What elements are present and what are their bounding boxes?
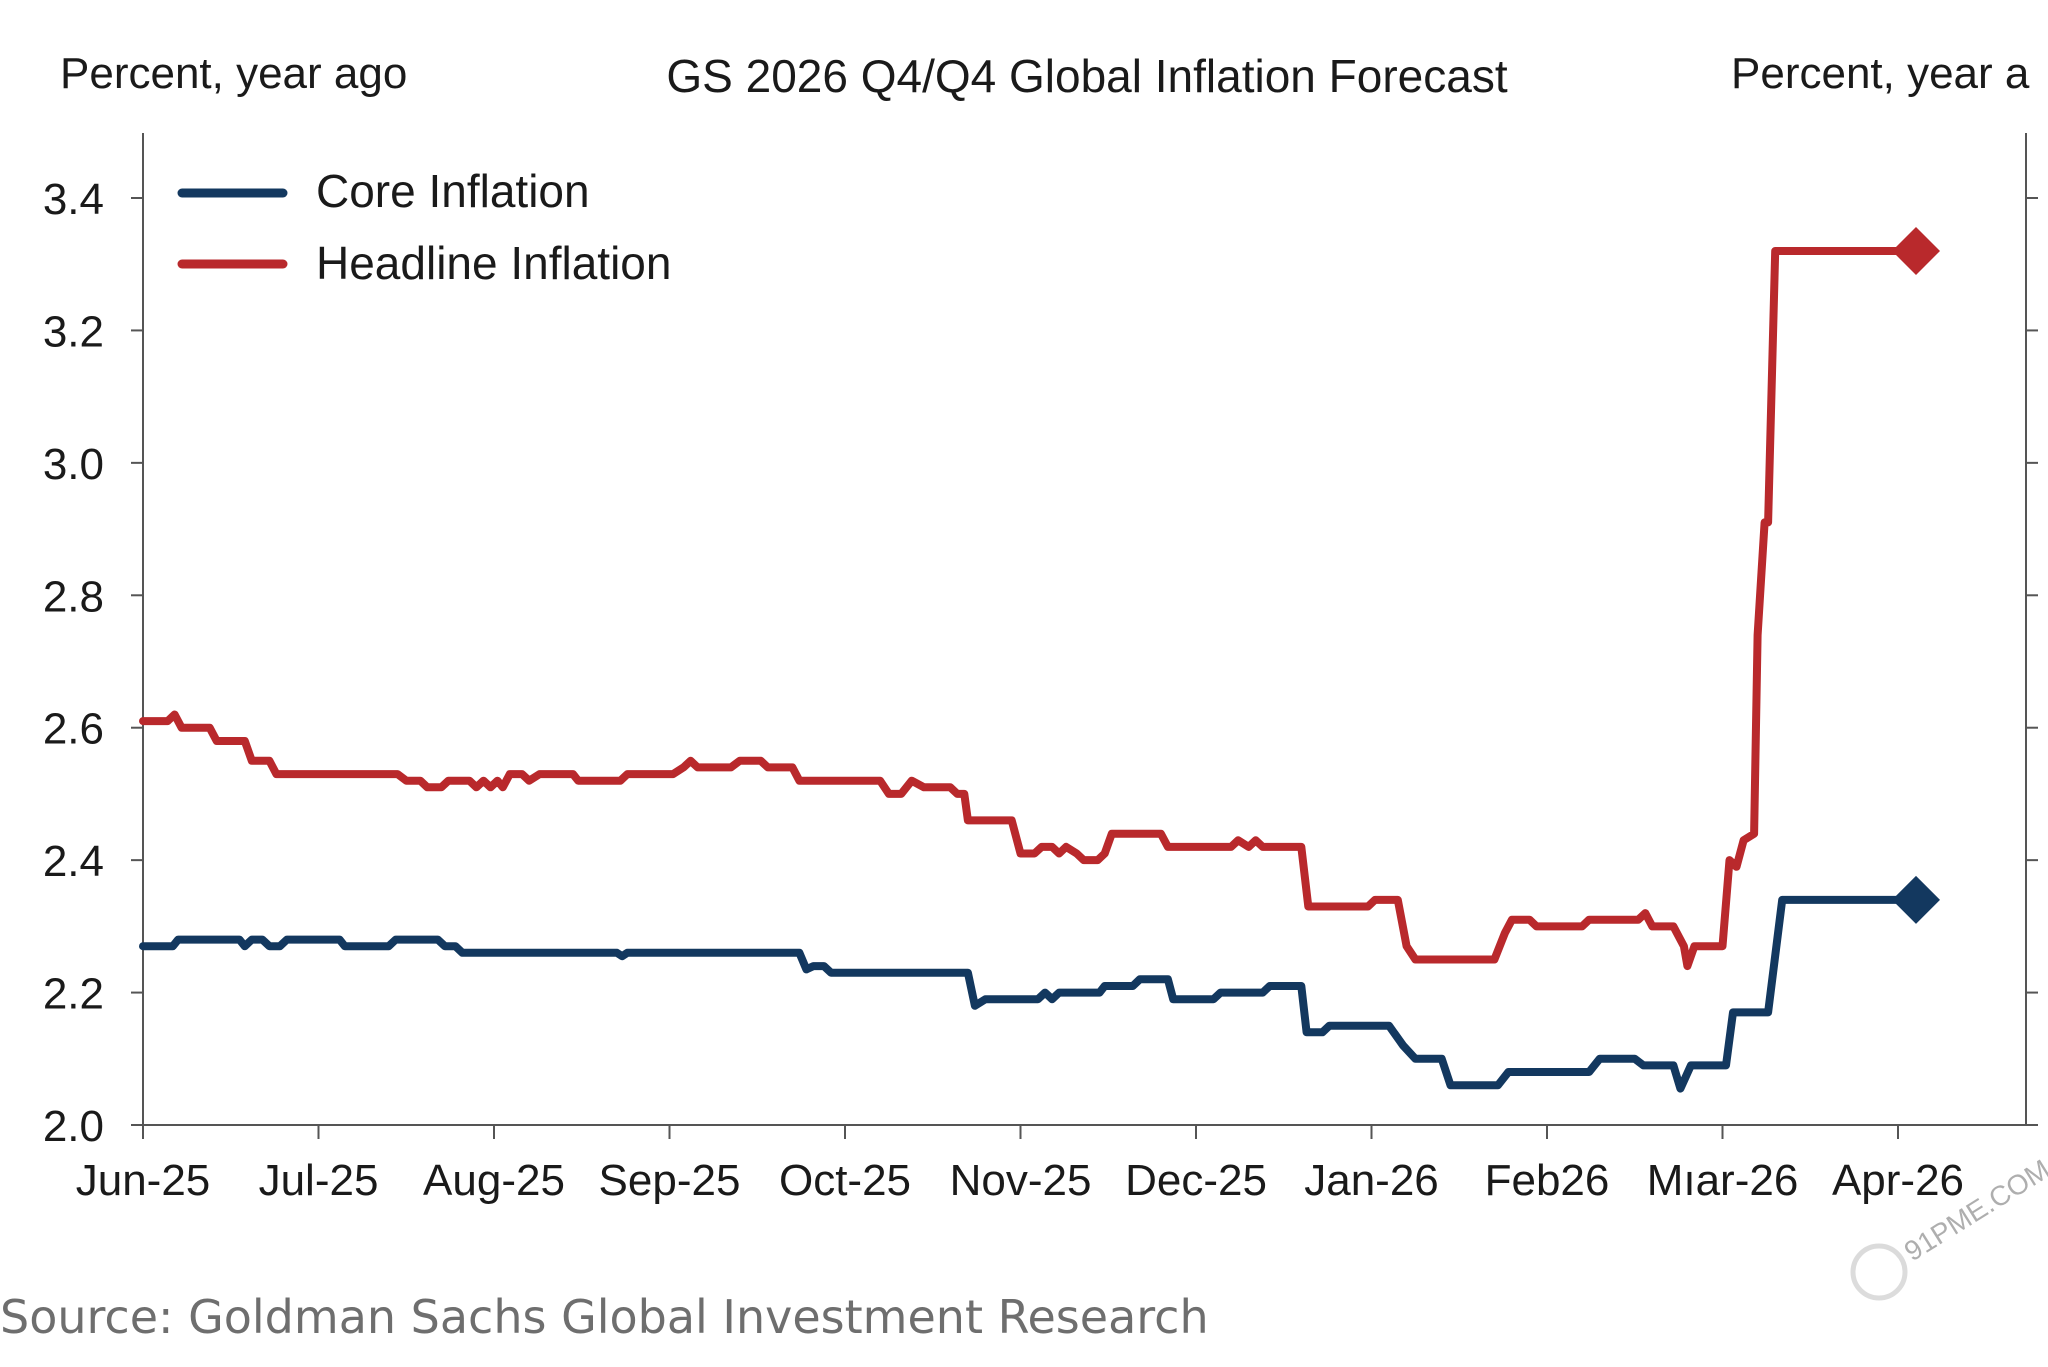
x-ticks: Jun-25 Jul-25 Aug-25 Sep-25 Oct-25 Nov-25 Dec-… [76,1125,1964,1205]
x-tick-label: Jan-26 [1304,1156,1439,1205]
x-tick-label: Sep-25 [599,1156,741,1205]
series-line-headline [139,247,1902,971]
series-line-core [139,895,1902,1093]
y-tick-label: 2.0 [43,1102,104,1151]
y-tick-label: 2.8 [43,572,104,621]
y-ticks: 2.0 2.2 2.4 2.6 2.8 3.0 3.2 3.4 [43,175,2038,1151]
x-tick-label: Jul-25 [259,1156,379,1205]
legend-label-headline: Headline Inflation [316,237,671,289]
y-tick-label: 3.4 [43,175,104,224]
legend: Core Inflation Headline Inflation [177,165,671,289]
y-tick-label: 3.0 [43,440,104,489]
series-end-marker-headline [1892,226,1940,275]
source-note: Source: Goldman Sachs Global Investment … [0,1290,1209,1344]
legend-label-core: Core Inflation [316,165,590,217]
y-axis-label-left: Percent, year ago [60,49,407,98]
axes [142,133,2027,1126]
x-tick-label: Feb26 [1485,1156,1610,1205]
y-tick-label: 2.2 [43,970,104,1019]
y-tick-label: 3.2 [43,307,104,356]
y-axis-label-right: Percent, year a [1731,49,2030,98]
x-tick-label: Jun-25 [76,1156,211,1205]
x-tick-label: Nov-25 [950,1156,1092,1205]
x-tick-label: Mıar-26 [1647,1156,1799,1205]
x-tick-label: Dec-25 [1125,1156,1267,1205]
x-tick-label: Aug-25 [423,1156,565,1205]
x-tick-label: Oct-25 [779,1156,911,1205]
series-layer [139,226,1940,1093]
y-tick-label: 2.6 [43,705,104,754]
x-tick-label: Apr-26 [1832,1156,1964,1205]
y-tick-label: 2.4 [43,837,104,886]
chart-title: GS 2026 Q4/Q4 Global Inflation Forecast [666,50,1507,102]
watermark-logo-icon [1850,1243,1908,1301]
series-end-marker-core [1892,875,1940,924]
